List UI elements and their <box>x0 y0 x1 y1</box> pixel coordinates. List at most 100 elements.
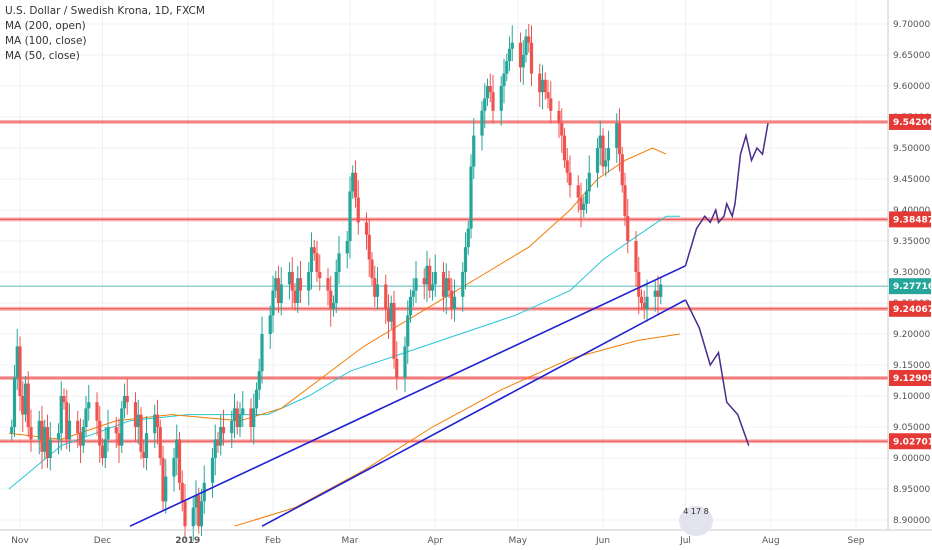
candle-body <box>26 383 30 427</box>
legend-ma50[interactable]: MA (50, close) <box>5 50 80 62</box>
candle-body <box>389 303 393 322</box>
x-tick-label: 2019 <box>175 536 200 546</box>
candle-body <box>334 272 338 303</box>
candle-body <box>10 427 14 434</box>
candle-body <box>21 396 25 415</box>
candle-body <box>584 191 589 204</box>
y-tick-label: 9.60000 <box>893 82 930 92</box>
candle-body <box>502 73 506 86</box>
candle-body <box>582 203 586 210</box>
candle-body <box>125 396 129 403</box>
candle-body <box>463 247 468 272</box>
candle-body <box>40 420 44 452</box>
candle-body <box>95 402 99 421</box>
candle-body <box>450 290 454 310</box>
candle-body <box>576 185 580 198</box>
candle-body <box>485 86 490 99</box>
candle-body <box>98 420 102 446</box>
candle-body <box>538 73 542 93</box>
y-tick-label: 9.30000 <box>893 268 930 278</box>
legend-ma200[interactable]: MA (200, open) <box>5 20 86 32</box>
level-tag <box>889 300 931 317</box>
candle-body <box>461 272 465 297</box>
candle-body <box>133 402 138 427</box>
trend-lines <box>129 265 686 527</box>
candle-body <box>384 284 388 310</box>
candle-body <box>180 482 184 502</box>
x-tick-label: May <box>508 536 527 546</box>
candle-body <box>153 414 157 434</box>
candle-body <box>219 427 223 446</box>
candle-body <box>395 358 399 378</box>
candle-body <box>472 135 476 167</box>
candle-body <box>100 445 105 458</box>
candle-body <box>87 402 91 409</box>
candle-body <box>480 110 484 136</box>
candle-body <box>12 377 17 427</box>
candle-body <box>268 315 272 334</box>
candle-body <box>221 427 226 434</box>
candle-body <box>353 172 358 198</box>
level-tag-label: 9.12905 <box>893 374 932 384</box>
candle-body <box>447 278 451 291</box>
candle-body <box>155 414 160 427</box>
candle-body <box>373 278 377 297</box>
candle-body <box>287 272 292 285</box>
candle-body <box>15 346 19 378</box>
candle-body <box>615 123 619 148</box>
candle-body <box>549 98 553 111</box>
candle-body <box>452 296 457 310</box>
level-tag-label: 9.02701 <box>893 437 932 447</box>
candle-body <box>430 284 435 291</box>
candle-body <box>507 48 512 62</box>
candle-body <box>62 396 66 403</box>
current-price-label: 9.27716 <box>893 282 932 292</box>
y-tick-label: 9.15000 <box>893 361 930 371</box>
y-tick-label: 9.65000 <box>893 51 930 61</box>
y-tick-label: 9.05000 <box>893 423 930 433</box>
candle-body <box>392 303 396 359</box>
candle-body <box>428 265 432 291</box>
y-tick-label: 9.50000 <box>893 144 930 154</box>
candle-body <box>84 408 88 427</box>
candle-body <box>356 197 360 223</box>
candle-body <box>139 414 143 452</box>
legend-ma100[interactable]: MA (100, close) <box>5 35 87 47</box>
candle-body <box>529 42 534 74</box>
candle-body <box>403 346 407 378</box>
candle-body <box>370 259 374 279</box>
candle-body <box>348 191 352 241</box>
candle-body <box>144 433 149 458</box>
candle-body <box>364 222 369 235</box>
candle-body <box>197 495 201 527</box>
candle-body <box>257 371 261 390</box>
candle-body <box>598 135 602 148</box>
candle-body <box>213 439 217 458</box>
candle-body <box>491 92 495 111</box>
candle-body <box>499 86 503 111</box>
candle-body <box>232 408 237 421</box>
candle-body <box>136 414 140 427</box>
trend-line <box>261 299 686 527</box>
candle-body <box>307 272 311 291</box>
y-tick-label: 9.00000 <box>893 454 930 464</box>
level-tag <box>889 113 931 130</box>
candle-body <box>216 439 220 446</box>
candle-body <box>441 272 446 297</box>
chart-legend: U.S. Dollar / Swedish Krona, 1D, FXCM MA… <box>5 4 205 64</box>
candle-body <box>505 61 509 74</box>
candle-body <box>606 148 611 161</box>
candle-body <box>645 296 649 310</box>
candle-body <box>623 185 627 217</box>
candle-body <box>260 334 264 372</box>
candle-body <box>29 427 33 440</box>
events-badge-text: 4 17 8 <box>683 507 709 516</box>
candle-body <box>425 265 429 285</box>
projection-path-up <box>684 123 769 267</box>
events-badge[interactable]: 4 17 8 <box>679 506 713 536</box>
candle-body <box>483 98 487 111</box>
candle-body <box>254 389 259 409</box>
candle-body <box>78 433 83 446</box>
y-tick-label: 8.90000 <box>893 516 930 526</box>
